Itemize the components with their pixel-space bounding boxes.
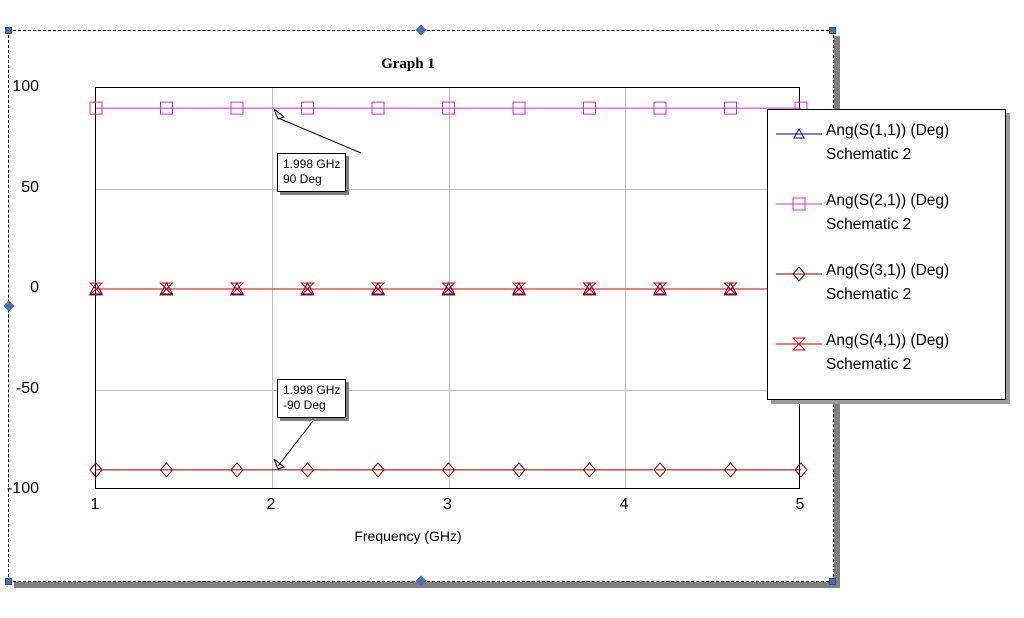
y-axis-tick-0: 0: [30, 279, 39, 296]
legend-key-diamond-icon: [776, 266, 822, 282]
x-axis-tick-3: 3: [443, 496, 452, 513]
gridline-y-50: [96, 188, 799, 190]
legend-sublabel-4: Schematic 2: [826, 356, 912, 373]
legend-entry-1[interactable]: Ang(S(1,1)) (Deg) Schematic 2: [768, 119, 1005, 189]
annotation-marker-2-freq: 1.998 GHz: [283, 383, 341, 397]
annotation-leader-lines: [273, 108, 362, 470]
legend-key-square-icon: [776, 197, 822, 211]
x-axis-tick-5: 5: [795, 496, 805, 513]
legend-sublabel-1: Schematic 2: [826, 146, 912, 163]
legend-key-bowtie-icon: [776, 337, 822, 351]
annotation-marker-1-value: 90 Deg: [283, 172, 322, 186]
legend-entry-4[interactable]: Ang(S(4,1)) (Deg) Schematic 2: [768, 329, 1005, 399]
x-axis-tick-1: 1: [90, 496, 100, 513]
gridline-x-2: [272, 88, 274, 488]
resize-handle-top-right[interactable]: [829, 27, 836, 34]
resize-handle-bottom-left[interactable]: [5, 578, 12, 585]
annotation-marker-2-value: -90 Deg: [283, 398, 326, 412]
legend-label-1: Ang(S(1,1)) (Deg): [826, 122, 950, 139]
y-axis-tick-m100: -100: [6, 480, 39, 497]
legend-entry-2[interactable]: Ang(S(2,1)) (Deg) Schematic 2: [768, 189, 1005, 259]
chart-canvas[interactable]: Graph 1 100 50 0 -50 -100 1 2 3 4 5 Freq…: [7, 30, 834, 582]
legend-sublabel-3: Schematic 2: [826, 286, 912, 303]
series-plot-lines: [88, 101, 809, 478]
series-Ang(S(3,1)) (Deg): [89, 462, 808, 478]
resize-handle-top-left[interactable]: [5, 27, 12, 34]
legend-label-4: Ang(S(4,1)) (Deg): [826, 332, 950, 349]
legend-sublabel-2: Schematic 2: [826, 216, 912, 233]
resize-handle-bottom-right[interactable]: [829, 578, 836, 585]
x-axis-tick-4: 4: [619, 496, 629, 513]
y-axis-tick-100: 100: [12, 78, 39, 95]
series-Ang(S(2,1)) (Deg): [89, 101, 808, 115]
gridline-y-m50: [96, 389, 799, 391]
x-axis-tick-2: 2: [266, 496, 276, 513]
gridline-x-4: [624, 88, 626, 488]
legend-label-2: Ang(S(2,1)) (Deg): [826, 192, 950, 209]
y-axis-tick-50: 50: [21, 178, 39, 196]
chart-title: Graph 1: [381, 56, 435, 72]
legend-key-triangle-up-icon: [776, 127, 822, 139]
annotation-marker-1-freq: 1.998 GHz: [283, 157, 341, 171]
legend-label-3: Ang(S(3,1)) (Deg): [826, 262, 950, 279]
chart-legend[interactable]: Ang(S(1,1)) (Deg) Schematic 2 Ang(S(2,1)…: [767, 109, 1006, 400]
legend-entry-3[interactable]: Ang(S(3,1)) (Deg) Schematic 2: [768, 259, 1005, 329]
annotation-marker-1[interactable]: 1.998 GHz 90 Deg: [277, 153, 347, 192]
x-axis-label: Frequency (GHz): [354, 528, 462, 544]
annotation-marker-2[interactable]: 1.998 GHz -90 Deg: [277, 379, 347, 418]
selection-frame[interactable]: [8, 30, 834, 582]
y-axis-tick-m50: -50: [15, 379, 39, 397]
